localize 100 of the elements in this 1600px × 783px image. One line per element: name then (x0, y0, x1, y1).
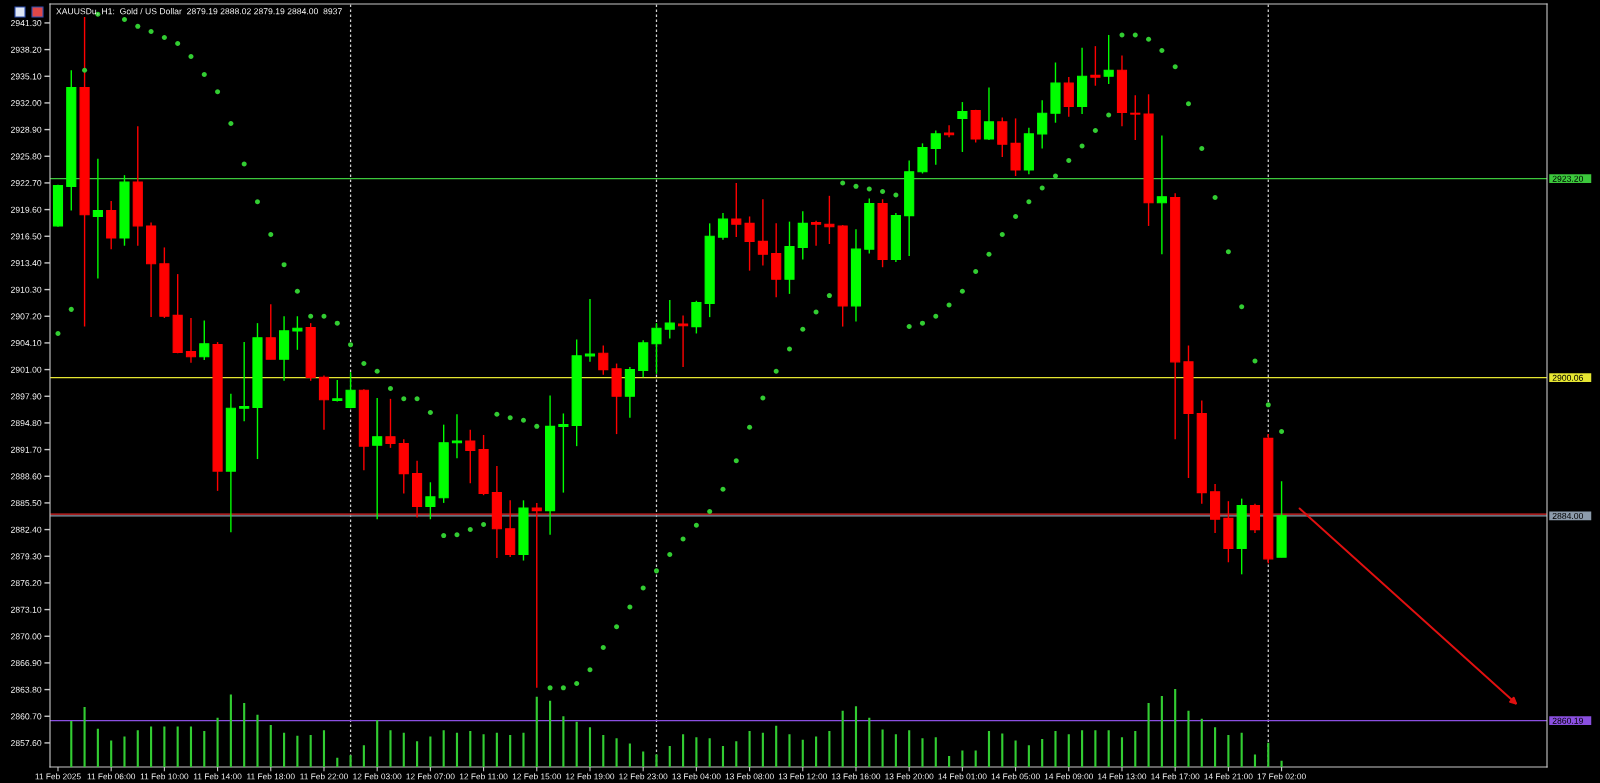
x-tick-label: 12 Feb 07:00 (406, 773, 455, 780)
candlestick (1156, 134, 1167, 256)
bar (1227, 735, 1230, 767)
y-tick-label: 2882.40 (10, 526, 42, 533)
x-tick-label: 14 Feb 13:00 (1098, 773, 1147, 780)
bar (1147, 703, 1150, 767)
bar (1067, 734, 1070, 767)
bar (309, 735, 312, 767)
bar (575, 721, 578, 767)
x-tick-label: 11 Feb 06:00 (87, 773, 136, 780)
x-tick-label: 12 Feb 03:00 (353, 773, 402, 780)
candlestick (372, 397, 383, 520)
bar (682, 734, 685, 767)
bar (296, 735, 299, 767)
x-tick-label: 13 Feb 08:00 (725, 773, 774, 780)
y-tick-label: 2904.10 (10, 340, 42, 347)
x-tick-label: 13 Feb 12:00 (778, 773, 828, 780)
y-tick-label: 2897.90 (10, 393, 42, 400)
candlestick (811, 220, 822, 247)
bar (110, 740, 113, 767)
bar (1041, 738, 1044, 767)
bar (402, 732, 405, 767)
bar (1174, 689, 1177, 767)
bar (708, 738, 711, 767)
bar (721, 745, 725, 767)
y-tick-label: 2941.30 (10, 20, 42, 27)
y-tick-label: 2891.70 (10, 446, 42, 453)
bar (216, 717, 219, 767)
candlestick (997, 116, 1008, 158)
candlestick (292, 315, 303, 351)
bar (1134, 731, 1137, 767)
x-tick-label: 11 Feb 18:00 (247, 773, 295, 780)
bar (83, 706, 86, 767)
x-tick-label: 14 Feb 09:00 (1044, 773, 1094, 780)
bar (549, 700, 552, 767)
candlestick (983, 86, 995, 141)
candlestick (345, 371, 356, 409)
bar (96, 728, 99, 767)
bar (1240, 732, 1243, 767)
bar (1267, 742, 1270, 767)
bar (362, 745, 365, 767)
bar (283, 732, 286, 767)
bar (229, 694, 232, 767)
ref-line-label: 2884.00 (1552, 512, 1584, 520)
bar (322, 730, 326, 767)
bar (376, 720, 379, 767)
candlestick (757, 198, 768, 267)
bar (562, 716, 565, 767)
bar (389, 730, 392, 767)
candlestick (930, 129, 941, 166)
bar (1027, 745, 1030, 767)
bar (482, 734, 485, 767)
bar (416, 741, 419, 767)
x-tick-label: 17 Feb 02:00 (1257, 773, 1306, 780)
x-tick-label: 11 Feb 22:00 (300, 773, 348, 780)
candlestick (92, 158, 103, 280)
bar (349, 755, 352, 767)
x-tick-label: 12 Feb 11:00 (459, 773, 508, 780)
x-tick-label: 14 Feb 01:00 (938, 773, 987, 780)
y-tick-label: 2863.80 (10, 686, 42, 693)
bar (1187, 710, 1190, 767)
bar (588, 727, 592, 767)
bar (509, 735, 512, 767)
bar (828, 731, 831, 767)
bar (974, 750, 977, 767)
bar (1081, 730, 1084, 767)
bar (1200, 718, 1203, 767)
candlestick (651, 322, 662, 375)
bar (695, 737, 698, 767)
candlestick (385, 398, 396, 449)
bar (748, 731, 751, 767)
y-tick-label: 2860.70 (10, 713, 42, 720)
candlestick (664, 299, 675, 340)
bar (801, 739, 804, 767)
y-tick-label: 2876.20 (10, 580, 42, 587)
bar (70, 720, 73, 767)
y-tick-label: 2907.20 (10, 313, 42, 320)
bar (495, 732, 498, 767)
bar (176, 726, 179, 767)
candlestick (1063, 76, 1074, 118)
candlestick (531, 502, 542, 689)
candlestick (717, 212, 729, 241)
bar (429, 736, 432, 767)
bar (1094, 730, 1097, 767)
bar (469, 731, 472, 767)
y-tick-label: 2910.30 (10, 286, 42, 293)
candlestick (957, 101, 968, 153)
bar (815, 736, 818, 767)
y-tick-label: 2919.60 (10, 206, 42, 213)
ref-line-label: 2923.20 (1552, 175, 1584, 182)
x-tick-label: 11 Feb 2025 (35, 773, 81, 780)
bar (1160, 696, 1163, 767)
candlestick (731, 182, 742, 238)
bar (442, 730, 445, 767)
y-tick-label: 2928.90 (10, 126, 42, 133)
candlestick (1090, 45, 1101, 87)
bar (455, 732, 459, 767)
bar (615, 738, 618, 767)
bar (788, 734, 791, 767)
x-tick-label: 11 Feb 14:00 (193, 773, 242, 780)
